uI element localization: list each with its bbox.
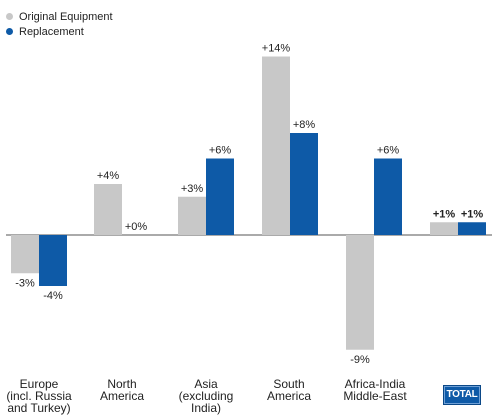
category-label-south-america: South America [266, 377, 311, 403]
legend-swatch-replacement [6, 28, 13, 35]
legend-item-original: Original Equipment [6, 9, 113, 24]
bar-original-total [430, 222, 458, 235]
bar-original-south-america [262, 56, 290, 235]
data-label-replacement-asia: +6% [209, 145, 232, 157]
data-label-original-africa-india: -9% [350, 354, 370, 366]
legend-label-replacement: Replacement [19, 25, 84, 38]
category-label-africa-india: Africa-India Middle-East [343, 377, 407, 403]
bar-original-north-america [94, 184, 122, 235]
data-label-original-europe: -3% [15, 277, 35, 289]
bar-original-asia [178, 196, 206, 235]
bar-original-europe [11, 235, 39, 274]
category-label-total: TOTAL [443, 385, 481, 405]
bar-replacement-total [458, 222, 486, 235]
data-label-original-south-america: +14% [262, 43, 291, 55]
legend: Original Equipment Replacement [6, 9, 113, 39]
data-label-replacement-south-america: +8% [293, 119, 316, 131]
data-label-original-asia: +3% [181, 183, 204, 195]
category-label-north-america: North America [99, 377, 144, 403]
data-label-replacement-europe: -4% [43, 290, 63, 302]
legend-item-replacement: Replacement [6, 24, 113, 39]
category-label-asia: Asia (excluding India) [178, 377, 234, 415]
data-label-original-total: +1% [433, 208, 456, 220]
bar-replacement-south-america [290, 133, 318, 235]
data-label-replacement-africa-india: +6% [377, 145, 400, 157]
category-label-europe: Europe (incl. Russia and Turkey) [6, 377, 72, 415]
legend-label-original: Original Equipment [19, 10, 113, 23]
legend-swatch-original [6, 13, 13, 20]
bar-original-africa-india [346, 235, 374, 350]
data-label-replacement-north-america: +0% [125, 221, 148, 233]
data-label-replacement-total: +1% [461, 208, 484, 220]
data-label-original-north-america: +4% [97, 170, 120, 182]
bar-replacement-africa-india [374, 158, 402, 235]
bar-replacement-asia [206, 158, 234, 235]
bar-replacement-europe [39, 235, 67, 286]
